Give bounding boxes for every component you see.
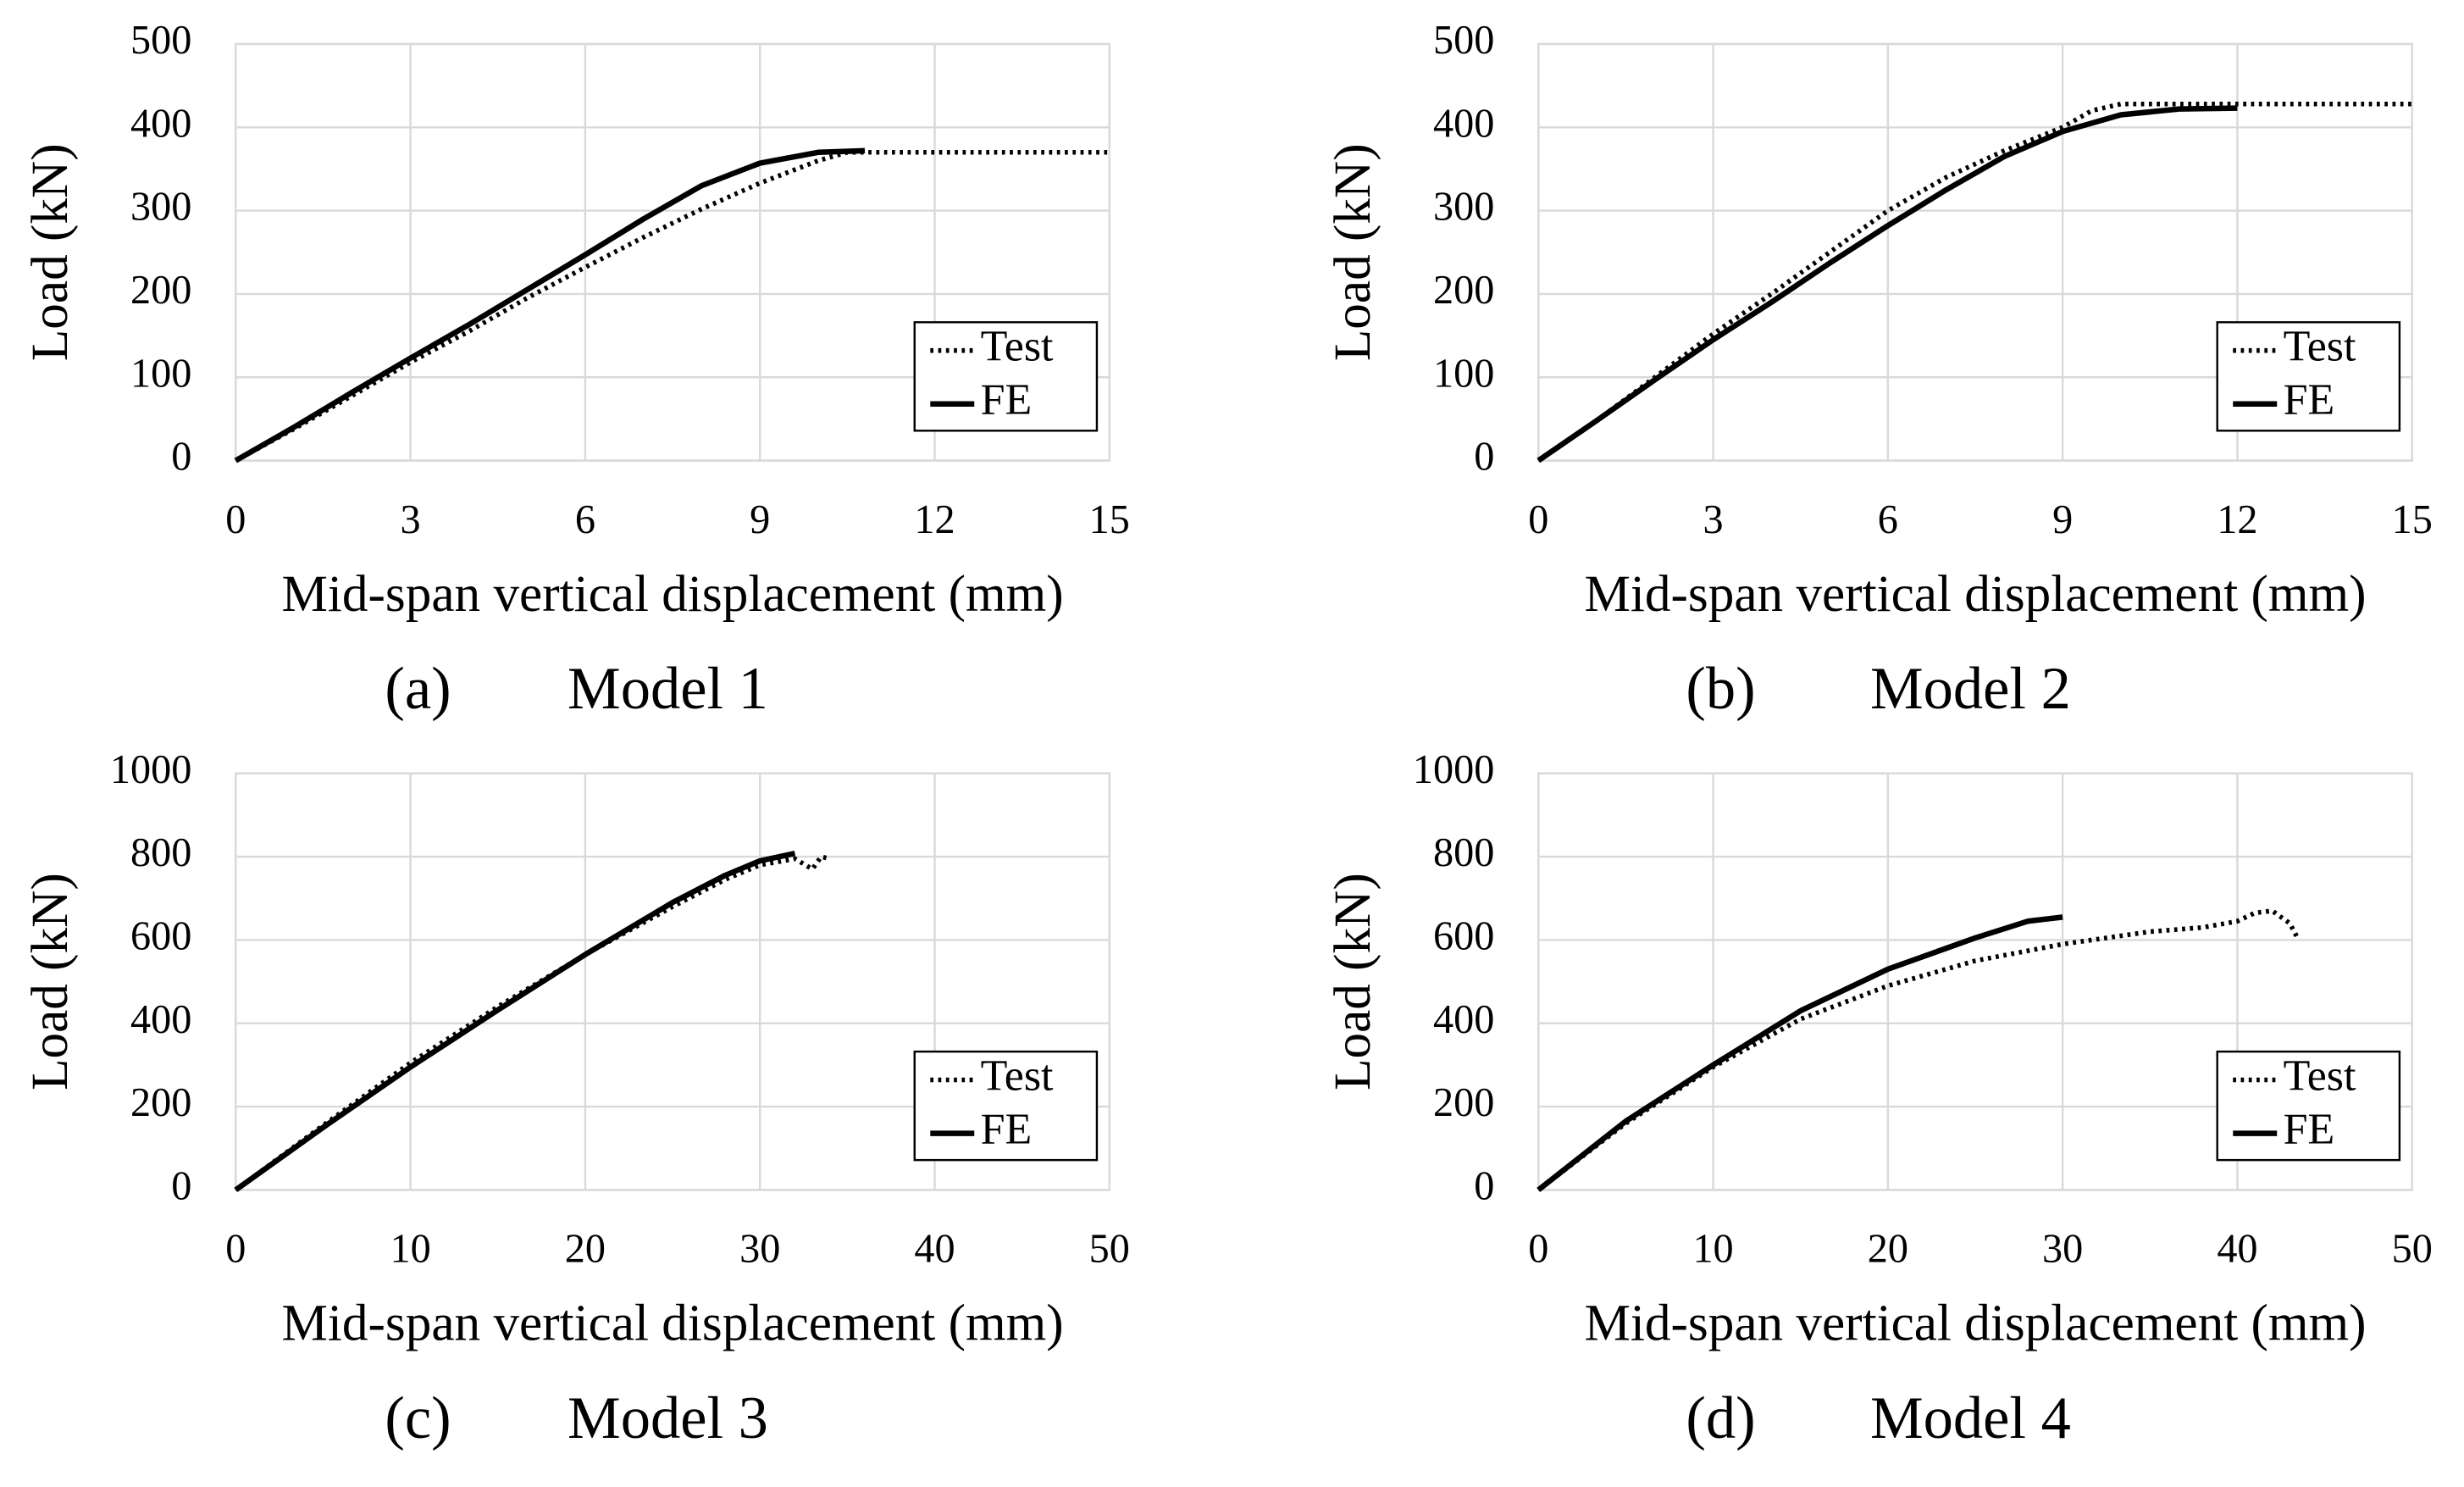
x-axis-label: Mid-span vertical displacement (mm) — [1584, 565, 2366, 623]
y-axis-label: Load (kN) — [1324, 143, 1382, 361]
legend-label: FE — [981, 1106, 1033, 1154]
panel-label: (d) — [1686, 1385, 1755, 1451]
y-tick-label: 400 — [130, 101, 191, 146]
y-tick-label: 0 — [171, 1163, 191, 1208]
x-tick-label: 10 — [1692, 1227, 1733, 1272]
legend-box — [2216, 321, 2401, 432]
x-tick-label: 15 — [1089, 497, 1130, 542]
chart-title: Model 4 — [1870, 1385, 2071, 1451]
x-tick-label: 20 — [565, 1227, 606, 1272]
y-tick-label: 200 — [1433, 268, 1494, 313]
y-tick-label: 100 — [130, 351, 191, 396]
data-line — [1537, 908, 2301, 1192]
chart-title: Model 3 — [568, 1385, 768, 1451]
legend-label: Test — [981, 1051, 1054, 1100]
x-tick-label: 0 — [1528, 497, 1548, 542]
y-tick-label: 600 — [130, 913, 191, 958]
y-tick-label: 0 — [1474, 435, 1494, 480]
y-tick-label: 300 — [1433, 185, 1494, 230]
chart-title: Model 2 — [1870, 656, 2071, 722]
legend-box — [2216, 1050, 2401, 1162]
y-tick-label: 400 — [1433, 101, 1494, 146]
legend-label: Test — [2284, 1051, 2356, 1100]
legend-box — [913, 1050, 1099, 1162]
y-tick-label: 200 — [1433, 1080, 1494, 1125]
y-axis-label: Load (kN) — [21, 143, 79, 361]
x-tick-label: 3 — [401, 497, 421, 542]
x-tick-label: 40 — [2217, 1227, 2257, 1272]
y-tick-label: 200 — [130, 268, 191, 313]
y-axis-label: Load (kN) — [21, 873, 79, 1090]
x-tick-label: 20 — [1868, 1227, 1908, 1272]
panel-label: (c) — [385, 1385, 451, 1451]
plot-border — [1537, 42, 2413, 462]
data-line — [234, 147, 866, 463]
y-tick-label: 600 — [1433, 913, 1494, 958]
y-tick-label: 400 — [1433, 997, 1494, 1042]
y-tick-label: 100 — [1433, 351, 1494, 396]
data-line — [1537, 105, 2238, 463]
y-tick-label: 0 — [171, 435, 191, 480]
legend-box — [913, 321, 1099, 432]
y-tick-label: 300 — [130, 185, 191, 230]
plot-border — [235, 772, 1111, 1191]
x-tick-label: 6 — [1878, 497, 1898, 542]
y-tick-label: 400 — [130, 997, 191, 1042]
y-tick-label: 500 — [130, 18, 191, 63]
x-tick-label: 3 — [1703, 497, 1724, 542]
panel-label: (a) — [385, 656, 451, 722]
x-tick-label: 0 — [225, 497, 246, 542]
x-tick-label: 30 — [739, 1227, 780, 1272]
x-tick-label: 9 — [750, 497, 770, 542]
y-tick-label: 1000 — [110, 747, 191, 792]
y-tick-label: 500 — [1433, 18, 1494, 63]
y-tick-label: 800 — [1433, 830, 1494, 875]
legend-label: Test — [981, 323, 1054, 371]
x-tick-label: 40 — [914, 1227, 955, 1272]
x-tick-label: 30 — [2042, 1227, 2083, 1272]
y-tick-label: 0 — [1474, 1163, 1494, 1208]
x-tick-label: 15 — [2392, 497, 2433, 542]
data-line — [234, 854, 831, 1192]
x-tick-label: 12 — [2217, 497, 2257, 542]
data-line — [1537, 101, 2412, 463]
x-axis-label: Mid-span vertical displacement (mm) — [1584, 1295, 2366, 1352]
x-tick-label: 9 — [2052, 497, 2073, 542]
x-axis-label: Mid-span vertical displacement (mm) — [282, 565, 1064, 623]
data-line — [1537, 914, 2063, 1192]
y-tick-label: 1000 — [1413, 747, 1494, 792]
panel-label: (b) — [1686, 656, 1755, 722]
x-tick-label: 12 — [914, 497, 955, 542]
data-line — [234, 850, 796, 1193]
legend-label: Test — [2284, 323, 2356, 371]
x-tick-label: 0 — [1528, 1227, 1548, 1272]
legend-label: FE — [981, 376, 1033, 424]
x-tick-label: 50 — [2392, 1227, 2433, 1272]
plot-border — [1537, 772, 2413, 1191]
x-tick-label: 0 — [225, 1227, 246, 1272]
y-tick-label: 200 — [130, 1080, 191, 1125]
plot-border — [235, 42, 1111, 462]
y-axis-label: Load (kN) — [1324, 873, 1382, 1090]
y-tick-label: 800 — [130, 830, 191, 875]
x-tick-label: 50 — [1089, 1227, 1130, 1272]
x-tick-label: 10 — [390, 1227, 431, 1272]
chart-title: Model 1 — [568, 656, 768, 722]
legend-label: FE — [2284, 376, 2335, 424]
legend-label: FE — [2284, 1106, 2335, 1154]
x-tick-label: 6 — [575, 497, 595, 542]
x-axis-label: Mid-span vertical displacement (mm) — [282, 1295, 1064, 1352]
